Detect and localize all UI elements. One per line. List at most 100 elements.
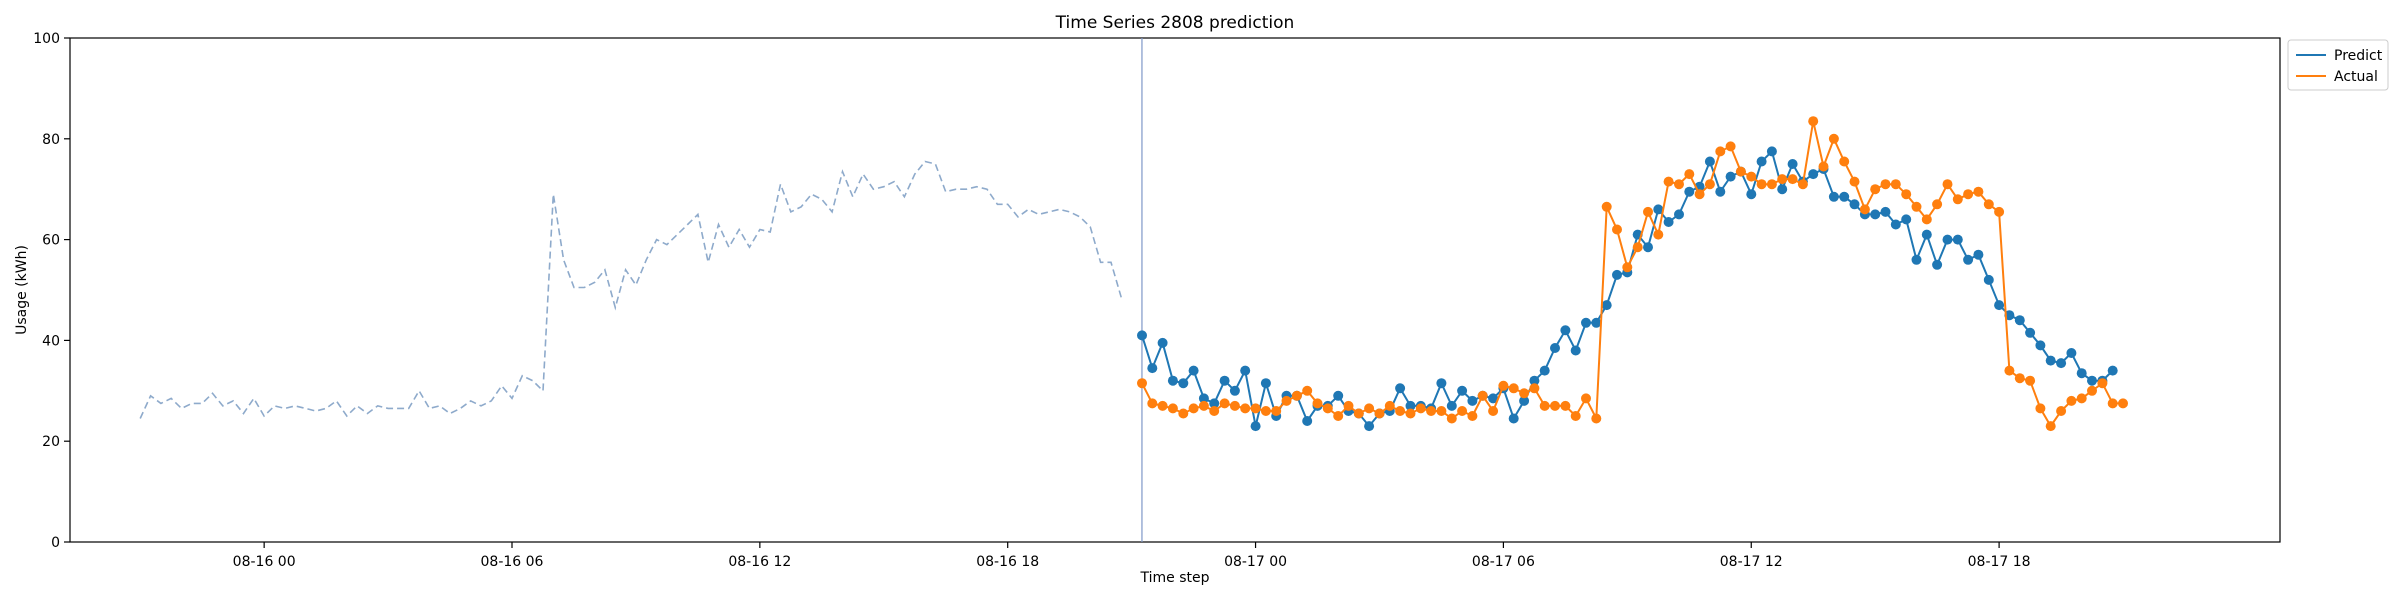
- predict-point: [1570, 345, 1581, 356]
- history-layer: [139, 160, 1123, 419]
- legend-label-actual: Actual: [2334, 69, 2378, 85]
- actual-point: [1539, 400, 1550, 411]
- actual-point: [1198, 400, 1209, 411]
- predict-point: [2107, 365, 2118, 376]
- actual-point: [1808, 116, 1819, 127]
- actual-point: [1436, 406, 1447, 416]
- predict-point: [2025, 327, 2036, 338]
- predict-point: [1529, 375, 1540, 386]
- actual-point: [1137, 378, 1147, 389]
- actual-point: [1756, 179, 1767, 190]
- chart-title: Time Series 2808 prediction: [1055, 13, 1295, 33]
- predict-point: [1839, 191, 1850, 202]
- actual-point: [1147, 398, 1158, 409]
- predict-point: [1983, 274, 1994, 285]
- actual-point: [1312, 398, 1323, 409]
- predict-point: [1746, 189, 1757, 200]
- y-tick-label: 20: [42, 434, 60, 450]
- predict-point: [1209, 398, 1220, 409]
- predict-point: [2066, 348, 2077, 358]
- history-line: [139, 160, 1123, 419]
- predict-point: [1157, 337, 1168, 348]
- actual-point: [2066, 395, 2077, 406]
- y-axis-label: Usage (kWh): [14, 245, 30, 335]
- actual-point: [1457, 406, 1468, 416]
- actual-point: [1405, 408, 1416, 419]
- actual-point: [1839, 156, 1850, 167]
- actual-point: [1229, 400, 1240, 411]
- y-tick-label: 100: [33, 31, 60, 47]
- predict-point: [1612, 269, 1622, 280]
- actual-point: [1766, 179, 1777, 190]
- actual-point: [1395, 406, 1406, 416]
- actual-point: [1591, 413, 1602, 424]
- actual-point: [1477, 390, 1488, 401]
- y-tick-label: 40: [42, 333, 60, 349]
- predict-point: [1828, 191, 1839, 202]
- predict-point: [1911, 254, 1922, 265]
- x-tick-label: 08-17 18: [1968, 554, 2031, 570]
- predict-point: [1766, 146, 1777, 157]
- actual-point: [1725, 141, 1736, 152]
- actual-point: [1364, 403, 1375, 414]
- predict-point: [1808, 169, 1819, 180]
- actual-point: [1694, 189, 1705, 200]
- actual-point: [1415, 403, 1426, 414]
- predict-point: [2087, 375, 2097, 386]
- predict-point: [1601, 300, 1612, 311]
- actual-point: [1849, 176, 1860, 187]
- actual-point: [1157, 400, 1168, 411]
- actual-point: [1746, 171, 1757, 182]
- actual-point: [2045, 421, 2056, 432]
- actual-point: [2025, 375, 2036, 386]
- predict-point: [1901, 214, 1912, 225]
- y-tick-label: 0: [51, 535, 60, 551]
- series-layer: [1137, 116, 2128, 432]
- actual-point: [1167, 403, 1178, 414]
- actual-point: [1426, 406, 1437, 416]
- actual-point: [1622, 262, 1633, 273]
- actual-point: [2087, 385, 2097, 396]
- actual-point: [1994, 206, 2005, 217]
- actual-point: [1963, 189, 1974, 200]
- predict-point: [1880, 206, 1891, 217]
- predict-point: [1188, 365, 1199, 376]
- actual-point: [1777, 174, 1788, 185]
- x-tick-label: 08-17 00: [1224, 554, 1287, 570]
- predict-point: [1777, 184, 1788, 195]
- actual-point: [1374, 408, 1385, 419]
- actual-point: [1859, 204, 1870, 215]
- actual-point: [1302, 385, 1313, 396]
- predict-point: [2014, 315, 2025, 326]
- predict-point: [1684, 186, 1695, 197]
- predict-point: [1756, 156, 1767, 167]
- predict-point: [1364, 421, 1375, 432]
- predict-point: [1932, 259, 1943, 270]
- actual-point: [1519, 388, 1530, 399]
- actual-point: [1684, 169, 1695, 180]
- predict-point: [1725, 171, 1736, 182]
- actual-point: [1508, 383, 1519, 394]
- actual-point: [1643, 206, 1653, 217]
- predict-point: [1643, 242, 1653, 253]
- predict-point: [1240, 365, 1251, 376]
- legend-label-predict: Predict: [2334, 48, 2383, 64]
- x-tick-label: 08-16 00: [233, 554, 296, 570]
- actual-point: [1601, 201, 1612, 212]
- predict-point: [1591, 317, 1602, 328]
- actual-point: [1828, 133, 1839, 144]
- predict-point: [1787, 159, 1798, 169]
- actual-point: [1674, 179, 1684, 190]
- actual-point: [1529, 383, 1540, 394]
- predict-point: [2045, 355, 2056, 366]
- predict-point: [1137, 330, 1147, 341]
- predict-point: [1457, 385, 1468, 396]
- actual-point: [2004, 365, 2015, 376]
- actual-point: [1921, 214, 1932, 225]
- predict-point: [1663, 217, 1674, 227]
- actual-point: [1890, 179, 1901, 190]
- predict-point: [1488, 393, 1499, 404]
- actual-point: [1333, 411, 1344, 421]
- actual-point: [2056, 406, 2067, 416]
